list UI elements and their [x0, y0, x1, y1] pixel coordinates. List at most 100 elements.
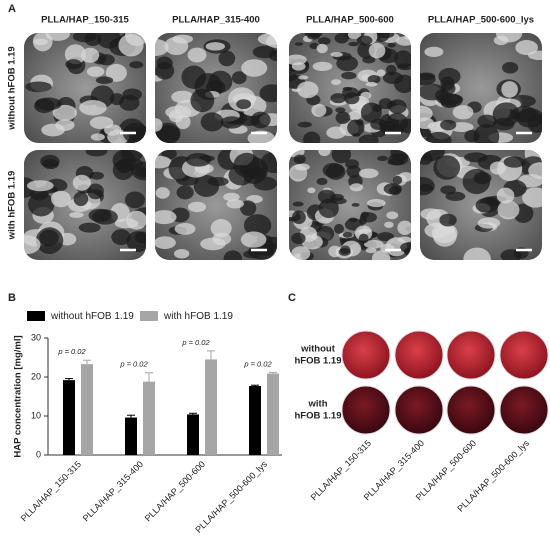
pore [394, 50, 411, 69]
pore [363, 239, 384, 249]
legend-swatch [140, 311, 158, 321]
pore [297, 121, 312, 128]
pore [463, 247, 491, 260]
pore [316, 177, 328, 186]
pore [347, 110, 362, 121]
pore [134, 231, 146, 244]
sem-image [289, 33, 411, 143]
pore [503, 156, 526, 168]
pore [367, 74, 381, 84]
pore [331, 79, 342, 85]
pore [155, 155, 172, 169]
pore [72, 33, 97, 43]
pore [377, 155, 388, 162]
bar [205, 359, 217, 455]
error-bar [207, 350, 215, 360]
well-photo [394, 385, 444, 435]
y-tick-label: 20 [31, 371, 41, 381]
legend-swatch [27, 311, 45, 321]
annotation: p = 0.02 [57, 347, 86, 356]
pore [433, 155, 461, 180]
pore [318, 37, 331, 45]
pore [500, 249, 522, 260]
pore [223, 192, 240, 202]
pore [362, 56, 376, 64]
pore [41, 123, 65, 137]
pore [387, 42, 396, 48]
pore [105, 63, 127, 82]
pore [247, 130, 275, 143]
pore [292, 201, 304, 207]
pore [338, 248, 351, 256]
pore [126, 210, 146, 230]
pore [291, 246, 311, 260]
pore [341, 71, 357, 80]
pore [386, 112, 408, 134]
pore [395, 36, 411, 46]
pore [33, 38, 48, 46]
pore [190, 88, 215, 113]
pore [358, 134, 379, 143]
pore [79, 100, 107, 116]
pore [389, 186, 402, 196]
well-photo [446, 330, 496, 380]
pore [342, 231, 353, 238]
error-bar [145, 372, 153, 382]
pore [392, 175, 403, 185]
pore [296, 81, 319, 99]
pore [356, 35, 373, 46]
pore [205, 42, 226, 51]
pore [155, 61, 175, 80]
pore [331, 150, 352, 164]
error-bar [251, 384, 259, 386]
pore [397, 236, 411, 243]
column-header: PLLA/HAP_500-600_lys [428, 15, 534, 26]
pore [220, 116, 244, 129]
well-photo [499, 385, 549, 435]
annotation: p = 0.02 [243, 359, 272, 368]
pore [181, 65, 207, 89]
pore [420, 72, 436, 80]
pore [86, 66, 105, 77]
pore [253, 176, 277, 191]
sem-image [24, 33, 146, 143]
pore [316, 43, 328, 54]
pore [294, 163, 310, 171]
pore [64, 44, 86, 65]
panel-label: C [288, 292, 296, 304]
y-tick-label: 10 [31, 410, 41, 420]
annotation: p = 0.02 [119, 360, 148, 369]
panel-label: A [8, 3, 16, 15]
pore [34, 98, 55, 114]
pore [377, 232, 395, 242]
sem-texture [155, 150, 277, 260]
pore [131, 161, 146, 181]
bar [187, 414, 199, 455]
pore [291, 210, 306, 225]
row-label: without hFOB 1.19 [7, 46, 18, 130]
pore [477, 217, 501, 229]
pore [85, 150, 108, 157]
pore [440, 99, 457, 109]
row-label: without [300, 344, 336, 355]
pore [420, 150, 445, 162]
pore [420, 117, 434, 130]
pore [317, 189, 336, 204]
column-header: PLLA/HAP_315-400 [172, 15, 260, 26]
pore [378, 98, 393, 110]
pore [125, 33, 146, 47]
x-tick-label: PLLA/HAP_315-400 [81, 459, 145, 523]
pore [226, 199, 244, 209]
error-bar [83, 359, 91, 365]
pore [301, 234, 323, 250]
well-photo [394, 330, 444, 380]
pore [366, 199, 386, 208]
pore [45, 33, 70, 41]
pore [318, 150, 331, 157]
pore [269, 50, 277, 62]
pore [185, 152, 212, 167]
pore [129, 61, 144, 69]
pore [371, 250, 391, 260]
pore [95, 76, 114, 85]
pore [522, 187, 542, 208]
